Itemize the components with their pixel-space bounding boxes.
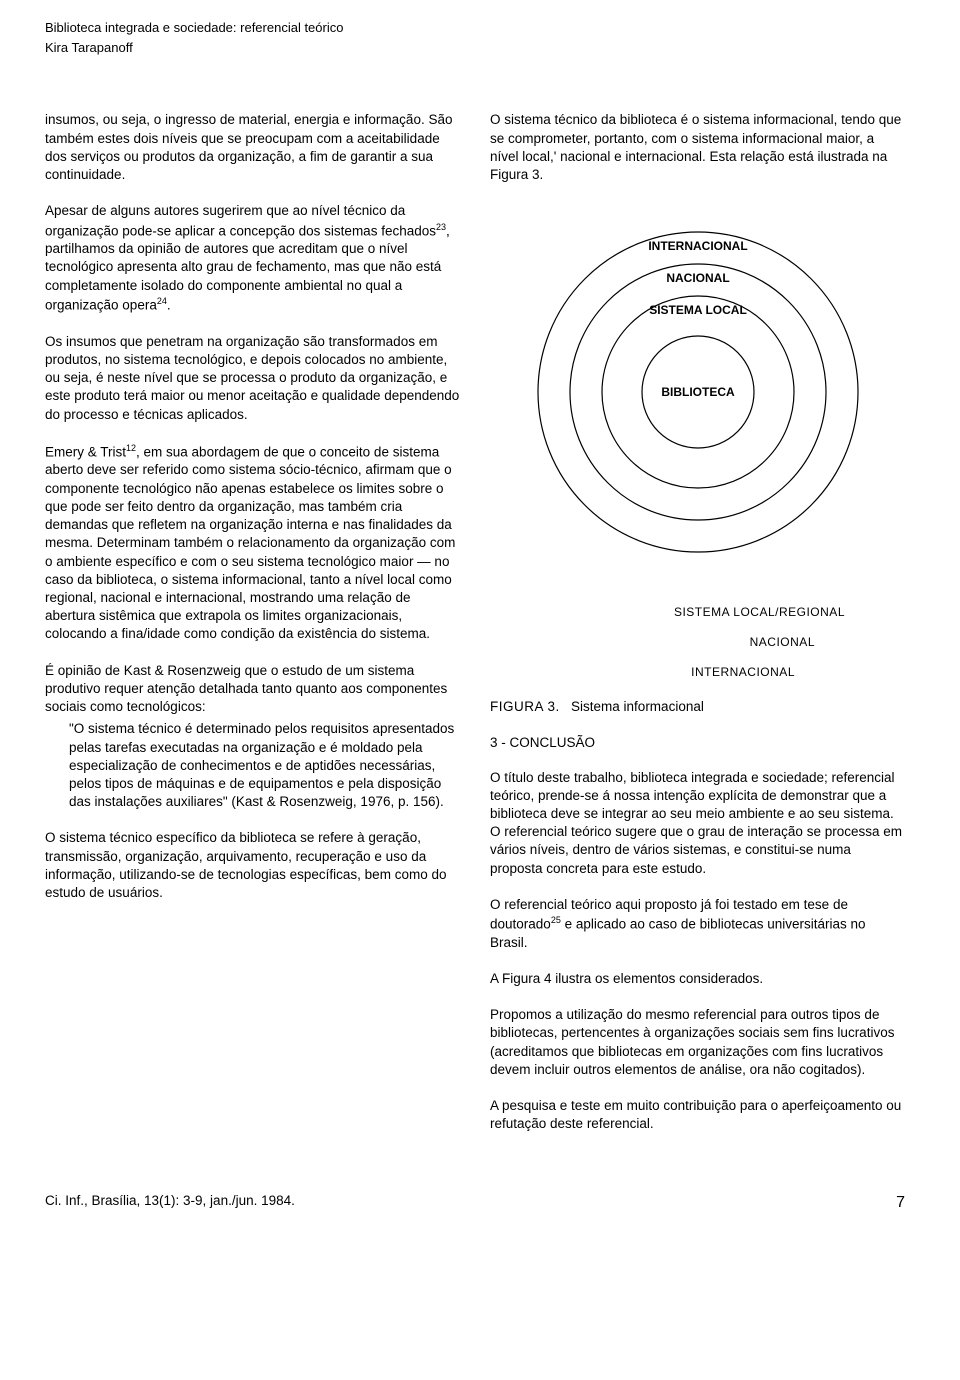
figure-lower-labels: SISTEMA LOCAL/REGIONAL NACIONAL INTERNAC… [490, 604, 905, 681]
svg-text:INTERNACIONAL: INTERNACIONAL [648, 239, 747, 253]
concentric-rings-diagram: INTERNACIONAL NACIONAL SISTEMA LOCAL BIBLIO… [508, 202, 888, 592]
paragraph: Propomos a utilização do mesmo referenci… [490, 1006, 905, 1079]
footnote-ref: 12 [126, 443, 136, 453]
paragraph: Emery & Trist12, em sua abordagem de que… [45, 442, 460, 644]
paragraph: Apesar de alguns autores sugerirem que a… [45, 202, 460, 314]
right-column: O sistema técnico da biblioteca é o sist… [490, 111, 905, 1151]
ring-label-lower: SISTEMA LOCAL/REGIONAL [490, 604, 845, 620]
page-footer: Ci. Inf., Brasília, 13(1): 3-9, jan./jun… [45, 1192, 905, 1214]
figure-caption: FIGURA 3. Sistema informacional [490, 698, 905, 716]
svg-text:NACIONAL: NACIONAL [666, 271, 729, 285]
ring-label-lower: INTERNACIONAL [490, 664, 795, 680]
paragraph: O título deste trabalho, biblioteca inte… [490, 769, 905, 878]
paragraph: O referencial teórico aqui proposto já f… [490, 896, 905, 952]
paragraph: A Figura 4 ilustra os elementos consider… [490, 970, 905, 988]
text-run: , em sua abordagem de que o conceito de … [45, 444, 455, 641]
text-run: Apesar de alguns autores sugerirem que a… [45, 203, 436, 238]
running-author: Kira Tarapanoff [45, 39, 905, 57]
left-column: insumos, ou seja, o ingresso de material… [45, 111, 460, 1151]
paragraph: O sistema técnico específico da bibliote… [45, 829, 460, 902]
block-quote: "O sistema técnico é determinado pelos r… [45, 720, 460, 811]
svg-text:SISTEMA LOCAL: SISTEMA LOCAL [649, 303, 747, 317]
figure-number: FIGURA 3. [490, 699, 560, 714]
figure-3: INTERNACIONAL NACIONAL SISTEMA LOCAL BIBLIO… [490, 202, 905, 680]
footnote-ref: 25 [551, 915, 561, 925]
paragraph: Os insumos que penetram na organização s… [45, 333, 460, 424]
paragraph: É opinião de Kast & Rosenzweig que o est… [45, 662, 460, 717]
journal-citation: Ci. Inf., Brasília, 13(1): 3-9, jan./jun… [45, 1192, 295, 1214]
text-run: . [167, 297, 171, 312]
svg-text:BIBLIOTECA: BIBLIOTECA [661, 385, 735, 399]
paragraph: O sistema técnico da biblioteca é o sist… [490, 111, 905, 184]
footnote-ref: 23 [436, 222, 446, 232]
ring-label-lower: NACIONAL [490, 634, 815, 650]
two-column-layout: insumos, ou seja, o ingresso de material… [45, 111, 905, 1151]
text-run: Emery & Trist [45, 444, 126, 459]
figure-title: Sistema informacional [571, 699, 704, 714]
paragraph: insumos, ou seja, o ingresso de material… [45, 111, 460, 184]
footnote-ref: 24 [157, 296, 167, 306]
paragraph: A pesquisa e teste em muito contribuição… [490, 1097, 905, 1133]
running-title: Biblioteca integrada e sociedade: refere… [45, 20, 905, 37]
section-heading: 3 - CONCLUSÃO [490, 734, 905, 752]
page-number: 7 [896, 1192, 905, 1214]
